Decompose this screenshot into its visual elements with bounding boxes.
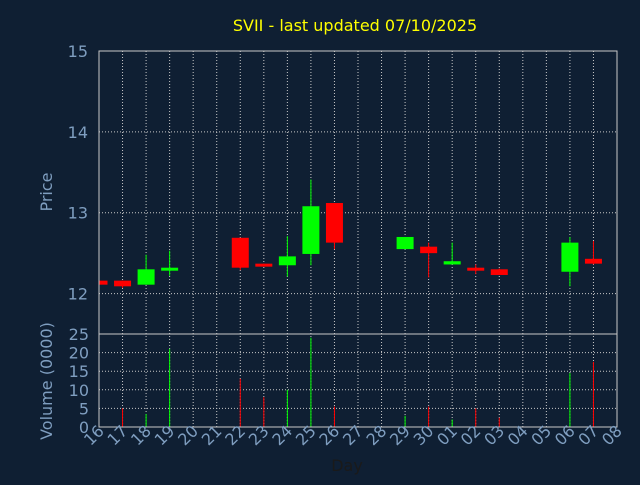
candles-layer — [98, 179, 602, 288]
candle-body — [255, 263, 273, 267]
candle-body — [161, 267, 179, 271]
price-tick-label: 14 — [68, 123, 88, 142]
volume-tick-label: 10 — [69, 381, 89, 400]
candle-body — [396, 236, 414, 250]
candle-body — [584, 258, 602, 264]
x-axis-label: Day — [331, 456, 363, 475]
volume-layer — [122, 337, 594, 427]
volume-tick-label: 20 — [69, 344, 89, 363]
plot-frame — [98, 50, 618, 428]
grid-layer — [99, 51, 617, 427]
candle-body — [114, 280, 132, 287]
candle-body — [302, 206, 320, 254]
volume-axis-label: Volume (0000) — [37, 322, 56, 440]
candle-body — [231, 237, 249, 268]
price-tick-label: 12 — [68, 285, 88, 304]
candle-body — [278, 256, 296, 266]
chart-title: SVII - last updated 07/10/2025 — [233, 16, 477, 35]
candle-body — [443, 261, 461, 265]
price-tick-label: 15 — [68, 42, 88, 61]
frame-layer — [98, 50, 618, 428]
volume-tick-label: 5 — [79, 399, 89, 418]
price-tick-label: 13 — [68, 204, 88, 223]
candle-body — [561, 242, 579, 272]
candle-body — [325, 203, 343, 243]
price-axis-label: Price — [37, 172, 56, 211]
candle-body — [490, 269, 508, 275]
candle-body — [467, 267, 485, 271]
volume-tick-label: 15 — [69, 362, 89, 381]
volume-tick-label: 25 — [69, 325, 89, 344]
candle-body — [420, 246, 438, 254]
candle-body — [99, 280, 108, 285]
volume-tick-label: 0 — [79, 418, 89, 437]
candle-body — [137, 269, 155, 285]
